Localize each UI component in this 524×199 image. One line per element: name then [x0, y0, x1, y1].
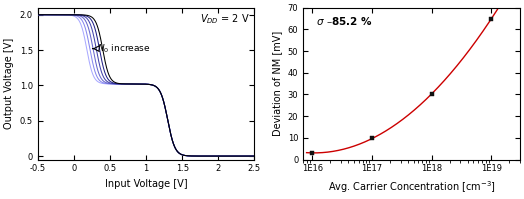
Text: $V_{DD}$ = 2 V: $V_{DD}$ = 2 V [200, 12, 250, 26]
X-axis label: Avg. Carrier Concentration [cm$^{-3}$]: Avg. Carrier Concentration [cm$^{-3}$] [328, 179, 495, 195]
Y-axis label: Deviation of NM [mV]: Deviation of NM [mV] [272, 31, 282, 136]
Y-axis label: Output Voltage [V]: Output Voltage [V] [4, 38, 14, 129]
Text: $\sigma$ –85.2 %: $\sigma$ –85.2 % [316, 15, 373, 27]
Text: $N_0$ increase: $N_0$ increase [97, 42, 150, 55]
X-axis label: Input Voltage [V]: Input Voltage [V] [105, 179, 188, 189]
